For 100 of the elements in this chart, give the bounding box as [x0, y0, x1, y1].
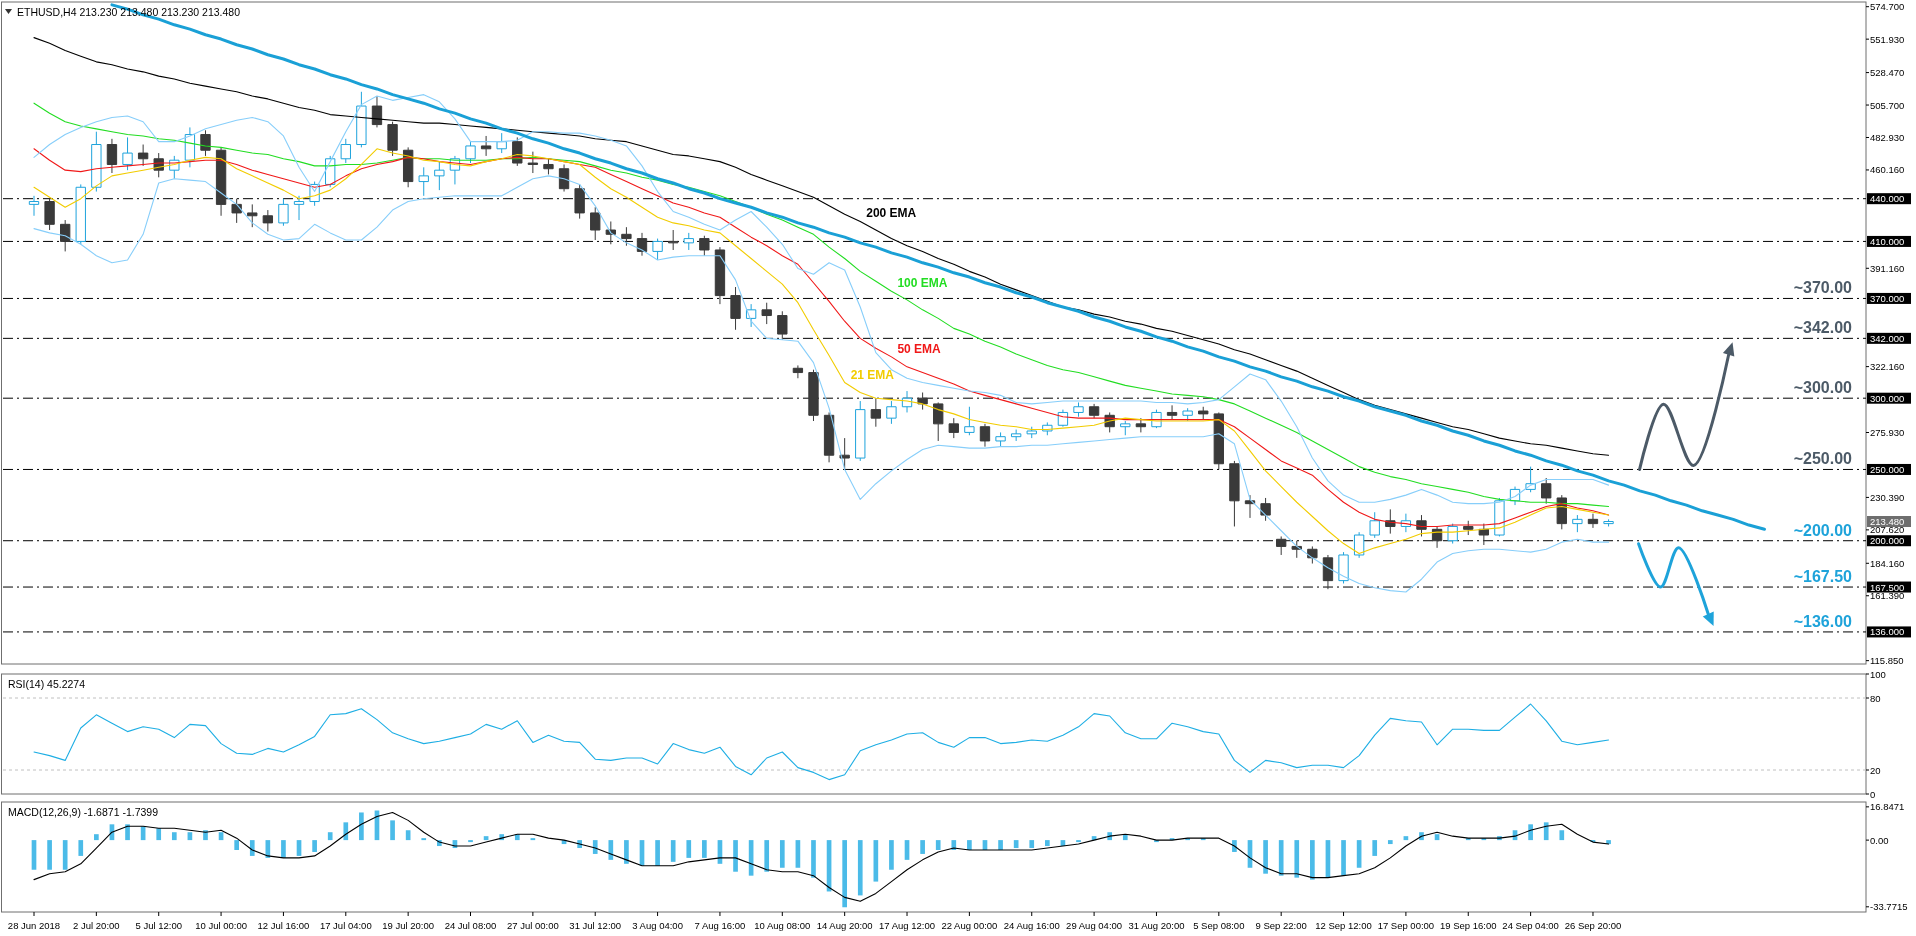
- candlestick: [1260, 497, 1271, 522]
- candlestick: [1166, 404, 1178, 421]
- candlestick: [995, 431, 1006, 448]
- bar: [1543, 822, 1549, 841]
- x-tick-label: 19 Sep 16:00: [1439, 919, 1497, 931]
- candlestick: [574, 183, 585, 220]
- y-tick-label: 482.930: [1870, 131, 1905, 143]
- chart-title: RSI(14) 45.2274: [8, 678, 86, 690]
- series-label: 100 EMA: [897, 276, 948, 291]
- ref-line-label: ~342.00: [1793, 319, 1853, 337]
- y-tick-label: 342.000: [1870, 332, 1905, 344]
- bar: [702, 840, 707, 858]
- bar: [171, 832, 177, 841]
- y-tick-label: 505.700: [1870, 99, 1905, 111]
- candlestick: [886, 400, 897, 425]
- bar: [249, 840, 255, 856]
- y-tick-label: 410.000: [1870, 235, 1905, 247]
- bar: [624, 840, 629, 864]
- candlestick: [933, 401, 944, 442]
- bar: [1029, 840, 1035, 849]
- y-tick-label: 275.930: [1870, 427, 1905, 439]
- candlestick: [496, 132, 507, 154]
- candlestick: [278, 198, 289, 227]
- candlestick: [434, 161, 445, 191]
- candlestick: [1229, 460, 1240, 527]
- bar: [608, 840, 614, 860]
- ref-line-label: ~136.00: [1793, 612, 1853, 630]
- candlestick: [356, 91, 367, 148]
- x-tick-label: 7 Aug 16:00: [694, 919, 746, 931]
- x-tick-label: 19 Jul 20:00: [382, 919, 435, 931]
- candlestick: [44, 198, 55, 231]
- candlestick: [1073, 401, 1084, 418]
- x-tick-label: 5 Sep 08:00: [1193, 919, 1245, 931]
- y-tick-label: 250.000: [1870, 463, 1905, 475]
- bar: [1310, 840, 1315, 880]
- x-tick-label: 12 Jul 16:00: [257, 919, 310, 931]
- x-tick-label: 22 Aug 00:00: [941, 919, 998, 931]
- bar: [842, 840, 847, 908]
- y-tick-label: 0: [1870, 788, 1876, 800]
- candlestick: [668, 229, 679, 251]
- x-tick-label: 27 Jul 00:00: [506, 919, 559, 931]
- x-tick-label: 26 Sep 20:00: [1564, 919, 1622, 931]
- x-tick-label: 24 Sep 04:00: [1502, 919, 1559, 931]
- candlestick: [777, 310, 788, 341]
- candlestick: [1587, 513, 1599, 529]
- y-tick-label: 322.160: [1870, 361, 1905, 373]
- candlestick: [621, 226, 632, 247]
- y-tick-label: 161.390: [1870, 590, 1905, 602]
- candlestick: [215, 146, 227, 217]
- candlestick: [387, 121, 398, 157]
- bar: [811, 840, 816, 878]
- y-tick-label: 16.8471: [1870, 801, 1905, 813]
- bar: [935, 840, 941, 850]
- x-tick-label: 17 Aug 12:00: [879, 919, 936, 931]
- ref-line-label: ~167.50: [1793, 568, 1853, 586]
- bar: [655, 840, 660, 866]
- bar: [343, 822, 349, 841]
- candlestick: [137, 144, 149, 167]
- bar: [1294, 840, 1300, 878]
- series-label: 50 EMA: [897, 341, 942, 356]
- bar: [733, 840, 738, 872]
- bar: [764, 840, 770, 872]
- x-tick-label: 14 Aug 20:00: [816, 919, 873, 931]
- candlestick: [91, 131, 102, 193]
- candlestick: [761, 302, 772, 325]
- candlestick: [1353, 531, 1365, 559]
- candlestick: [465, 141, 476, 164]
- y-tick-label: 551.930: [1870, 33, 1905, 45]
- y-tick-label: 20: [1870, 764, 1881, 776]
- candlestick: [808, 369, 819, 422]
- candlestick: [1010, 429, 1022, 442]
- candlestick: [60, 219, 71, 252]
- candlestick: [1541, 477, 1552, 505]
- x-tick-label: 10 Jul 00:00: [195, 919, 247, 931]
- bar: [920, 840, 925, 854]
- candlestick: [1369, 511, 1380, 539]
- bar: [857, 840, 863, 896]
- candlestick: [590, 206, 601, 241]
- candlestick: [106, 138, 118, 174]
- ref-line-label: ~370.00: [1793, 279, 1853, 297]
- y-tick-label: 391.160: [1870, 262, 1905, 274]
- y-tick-label: 0.00: [1870, 834, 1889, 846]
- candlestick: [917, 392, 928, 411]
- candlestick: [1198, 406, 1209, 421]
- candlestick: [1213, 411, 1224, 470]
- bar: [359, 812, 364, 841]
- x-tick-label: 10 Aug 08:00: [754, 919, 811, 931]
- x-tick-label: 29 Aug 04:00: [1066, 919, 1123, 931]
- bar: [670, 840, 676, 862]
- x-tick-label: 31 Jul 12:00: [569, 919, 622, 931]
- candlestick: [480, 135, 492, 157]
- candlestick: [1322, 554, 1334, 590]
- candlestick: [948, 417, 959, 439]
- candlestick: [247, 203, 258, 228]
- bar: [62, 840, 68, 870]
- candlestick: [1338, 551, 1349, 584]
- candlestick: [527, 151, 539, 174]
- y-tick-label: 184.160: [1870, 557, 1905, 569]
- bar: [1341, 840, 1346, 876]
- candlestick: [855, 400, 866, 462]
